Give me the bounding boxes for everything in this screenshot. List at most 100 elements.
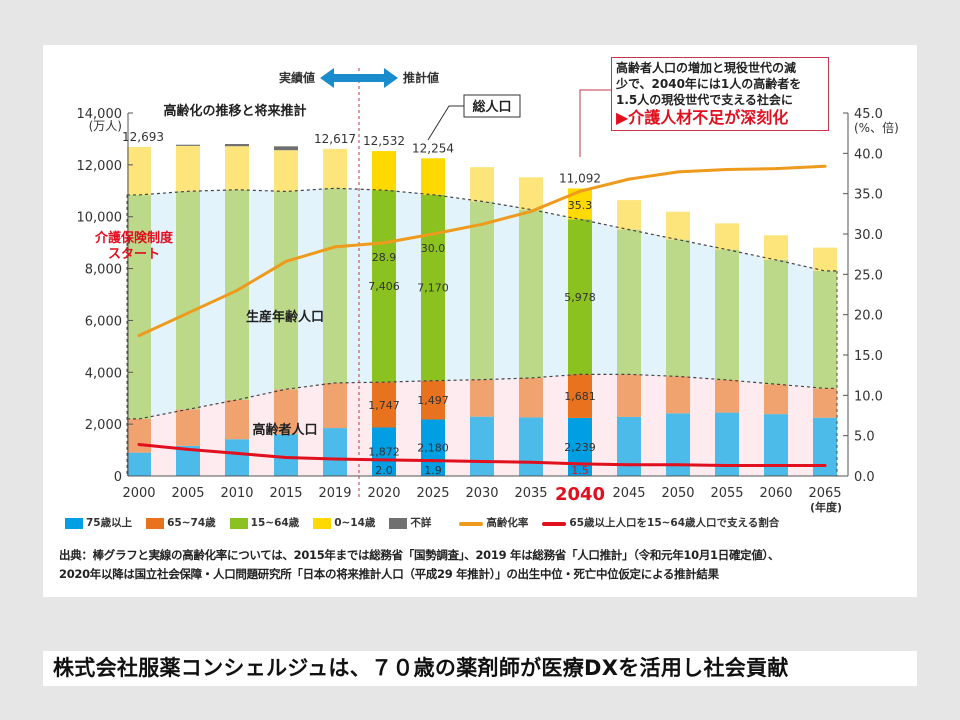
left-axis-unit: (万人) xyxy=(89,119,122,133)
bar-segment-2005-3 xyxy=(176,145,200,192)
aging-rate-label: 30.0 xyxy=(421,242,446,255)
bar-segment-2005-1 xyxy=(176,409,200,446)
right-tick-label: 0.0 xyxy=(854,470,875,485)
chart-title: 高齢化の推移と将来推計 xyxy=(163,103,306,119)
point-support-ratio xyxy=(431,459,435,463)
bar-segment-2035-1 xyxy=(519,377,543,418)
bar-segment-2020-1 xyxy=(372,382,396,428)
bar-segment-2040-0 xyxy=(568,417,592,476)
x-tick-label: 2065 xyxy=(808,486,841,501)
right-tick-label: 20.0 xyxy=(854,309,883,324)
legend-item-unknown: 不詳 xyxy=(389,517,431,530)
bar-segment-2065-1 xyxy=(813,388,837,418)
source-line-1: 出典：棒グラフと実線の高齢化率については、2015年までは総務省「国勢調査」、2… xyxy=(59,548,780,562)
bar-segment-2055-3 xyxy=(715,223,739,250)
point-aging-rate xyxy=(823,164,827,168)
working-label: 7,170 xyxy=(417,282,449,295)
aging-rate-label: 28.9 xyxy=(372,251,397,264)
point-support-ratio xyxy=(529,460,533,464)
right-tick-label: 40.0 xyxy=(854,147,883,162)
bar-segment-2045-2 xyxy=(617,229,641,375)
point-aging-rate xyxy=(186,311,190,315)
bar-segment-2045-1 xyxy=(617,374,641,417)
total-label: 11,092 xyxy=(559,171,601,185)
bar-segment-2010-1 xyxy=(225,399,249,440)
working-label: 5,978 xyxy=(564,291,596,304)
right-tick-label: 45.0 xyxy=(854,107,883,122)
legend-label: 65~74歳 xyxy=(167,517,216,529)
right-tick-label: 5.0 xyxy=(854,430,875,445)
point-support-ratio xyxy=(676,463,680,467)
bar-segment-2055-2 xyxy=(715,249,739,380)
x-tick-label: 2030 xyxy=(465,486,498,501)
legend-label: 0~14歳 xyxy=(334,517,376,529)
legend: 75歳以上 65~74歳 15~64歳 0~14歳 不詳 高齢化率 65歳以上人… xyxy=(65,517,793,530)
x-tick-label: 2020 xyxy=(367,486,400,501)
point-support-ratio xyxy=(284,455,288,459)
right-tick-label: 30.0 xyxy=(854,228,883,243)
x-axis-unit: (年度) xyxy=(810,500,842,514)
legend-item-65-74: 65~74歳 xyxy=(146,517,216,530)
point-aging-rate xyxy=(529,209,533,213)
bar-segment-2060-1 xyxy=(764,384,788,415)
point-aging-rate xyxy=(235,288,239,292)
callout-leader xyxy=(579,89,611,157)
insurance-start-label: 介護保険制度 xyxy=(94,230,174,246)
bar-segment-2015-2 xyxy=(274,191,298,390)
bar-segment-2025-1 xyxy=(421,380,445,420)
bar-segment-2045-0 xyxy=(617,416,641,476)
legend-label: 15~64歳 xyxy=(250,517,300,529)
point-aging-rate xyxy=(725,167,729,171)
bar-segment-2050-1 xyxy=(666,376,690,414)
callout-box: 高齢者人口の増加と現役世代の減 少で、2040年には1人の高齢者を 1.5人の現… xyxy=(611,57,829,131)
point-support-ratio xyxy=(774,464,778,468)
bar-segment-2030-2 xyxy=(470,201,494,380)
bar-segment-2010-0 xyxy=(225,439,249,476)
left-tick-label: 2,000 xyxy=(85,418,122,433)
left-tick-label: 10,000 xyxy=(77,211,123,226)
bar-segment-2000-2 xyxy=(127,194,151,419)
bottom-banner: 株式会社服薬コンシェルジュは、７０歳の薬剤師が医療DXを活用し社会貢献 xyxy=(43,651,917,686)
bar-segment-2055-1 xyxy=(715,379,739,413)
point-support-ratio xyxy=(480,459,484,463)
population-aging-chart: 0 2,000 4,000 6,000 8,000 10,000 12,000 14,000 0… xyxy=(77,68,899,514)
point-support-ratio xyxy=(725,464,729,468)
support-ratio-label: 1.5 xyxy=(571,464,589,477)
projected-label: 推計値 xyxy=(403,70,439,85)
age65_74-label: 1,747 xyxy=(368,399,400,412)
left-tick-label: 12,000 xyxy=(77,159,123,174)
x-tick-label: 2050 xyxy=(661,486,694,501)
point-support-ratio xyxy=(137,443,141,447)
bar-segment-2019-3 xyxy=(323,148,347,189)
point-support-ratio xyxy=(235,451,239,455)
age75-label: 2,180 xyxy=(417,442,449,455)
left-tick-label: 6,000 xyxy=(85,314,122,329)
legend-item-75plus: 75歳以上 xyxy=(65,517,132,530)
bar-segment-2015-1 xyxy=(274,389,298,435)
total-label: 12,693 xyxy=(122,130,164,144)
legend-item-aging-rate: 高齢化率 xyxy=(459,517,528,530)
point-support-ratio xyxy=(333,457,337,461)
callout-line: 少で、2040年には1人の高齢者を xyxy=(616,77,802,91)
point-aging-rate xyxy=(333,245,337,249)
working-label: 7,406 xyxy=(368,280,400,293)
source-line-2: 2020年以降は国立社会保障・人口問題研究所「日本の将来推計人口（平成29 年推… xyxy=(59,567,719,581)
bar-segment-2035-3 xyxy=(519,177,543,210)
point-aging-rate xyxy=(284,259,288,263)
bar-segment-2065-0 xyxy=(813,417,837,476)
total-population-leader xyxy=(427,105,464,141)
left-tick-label: 4,000 xyxy=(85,366,122,381)
x-tick-label: 2055 xyxy=(710,486,743,501)
left-tick-label: 8,000 xyxy=(85,263,122,278)
point-support-ratio xyxy=(627,463,631,467)
bar-segment-2065-2 xyxy=(813,270,837,389)
legend-item-0-14: 0~14歳 xyxy=(313,517,375,530)
x-tick-label: 2000 xyxy=(122,486,155,501)
age65_74-label: 1,681 xyxy=(564,390,596,403)
left-tick-label: 14,000 xyxy=(77,107,123,122)
aging-rate-label: 35.3 xyxy=(568,199,593,212)
right-tick-label: 10.0 xyxy=(854,389,883,404)
bar-segment-2020-2 xyxy=(372,190,396,383)
total-label: 12,254 xyxy=(412,141,454,155)
total-label: 12,532 xyxy=(363,134,405,148)
